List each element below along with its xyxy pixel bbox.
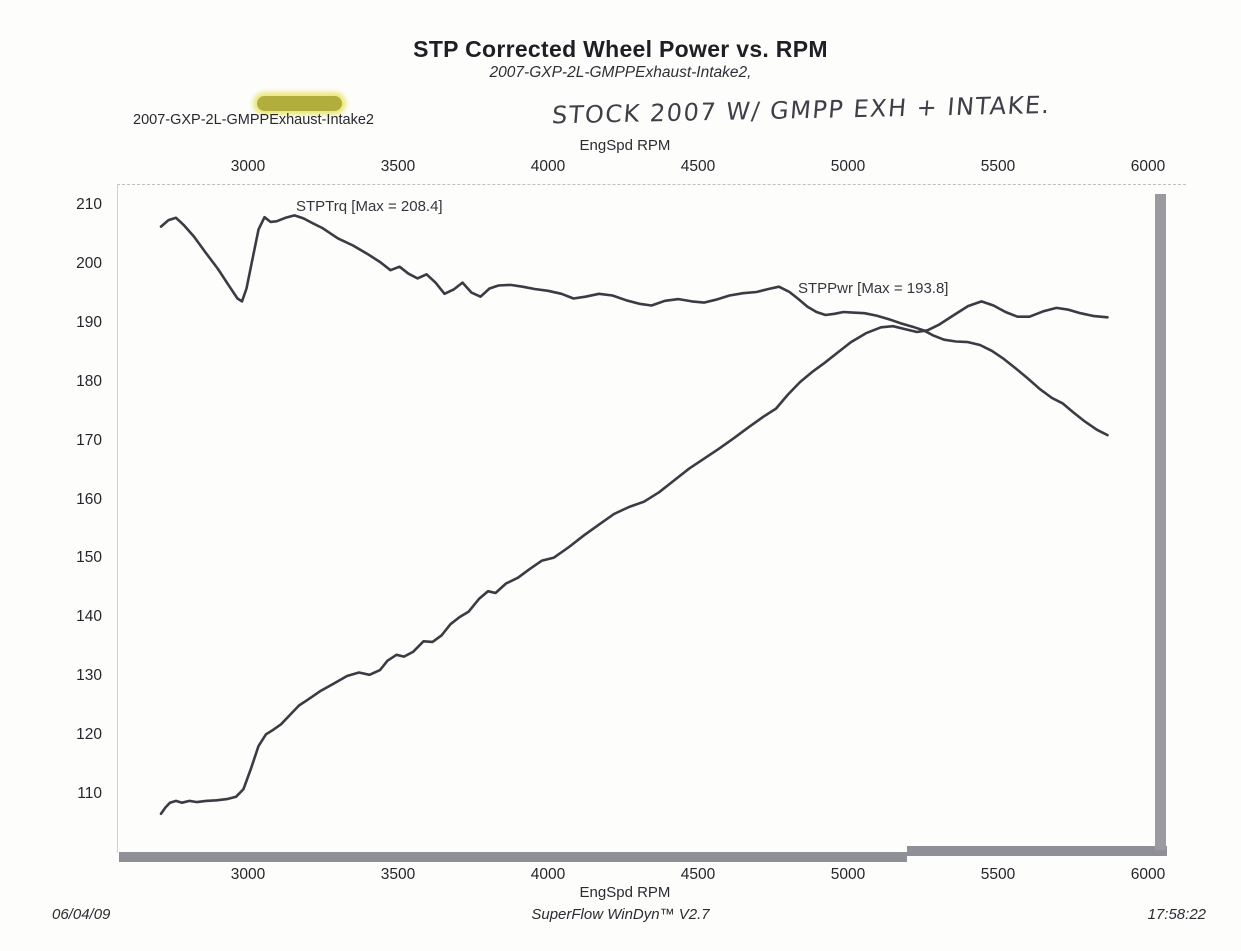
footer-date: 06/04/09 bbox=[52, 906, 111, 923]
plot-frame-left bbox=[117, 184, 118, 853]
y-axis-ticks: 210 200 190 180 170 160 150 140 130 120 110 bbox=[40, 0, 102, 951]
y-tick-label: 130 bbox=[76, 667, 102, 685]
x-tick-label: 5500 bbox=[980, 158, 1016, 175]
STPTrq-curve bbox=[159, 214, 1109, 437]
footer-program-name: SuperFlow WinDyn™ V2.7 bbox=[531, 906, 710, 923]
x-tick-label: 6000 bbox=[1130, 866, 1166, 883]
footer-time: 17:58:22 bbox=[1147, 906, 1206, 923]
page-title: STP Corrected Wheel Power vs. RPM bbox=[413, 36, 828, 62]
x-axis-ticks-bottom: 3000 3500 4000 4500 5000 5500 6000 bbox=[0, 866, 1241, 886]
y-tick-label: 150 bbox=[76, 549, 102, 567]
y-tick-label: 200 bbox=[76, 254, 102, 272]
right-axis-bar bbox=[1155, 194, 1166, 850]
y-tick-label: 140 bbox=[76, 608, 102, 626]
y-tick-label: 210 bbox=[76, 196, 102, 213]
power-curve-label: STPPwr [Max = 193.8] bbox=[798, 280, 949, 297]
x-tick-label: 3500 bbox=[380, 158, 416, 175]
plot-frame-top bbox=[117, 184, 1186, 185]
x-tick-label: 4000 bbox=[530, 866, 566, 883]
x-axis-bar-right-segment bbox=[907, 846, 1167, 856]
y-tick-label: 120 bbox=[76, 726, 102, 744]
x-tick-label: 3000 bbox=[230, 158, 266, 175]
x-axis-title-bottom: EngSpd RPM bbox=[579, 884, 671, 901]
y-tick-label: 110 bbox=[77, 785, 102, 802]
x-tick-label: 4500 bbox=[680, 158, 716, 175]
x-axis-bar bbox=[119, 852, 907, 862]
y-tick-label: 170 bbox=[76, 431, 102, 449]
test-file-label: 2007-GXP-2L-GMPPExhaust-Intake2 bbox=[133, 112, 374, 128]
x-axis-title-top: EngSpd RPM bbox=[579, 137, 671, 154]
page-subtitle: 2007-GXP-2L-GMPPExhaust-Intake2, bbox=[489, 64, 752, 81]
x-tick-label: 5000 bbox=[830, 866, 866, 883]
x-tick-label: 4000 bbox=[530, 158, 566, 175]
x-tick-label: 5000 bbox=[830, 158, 866, 175]
x-tick-label: 5500 bbox=[980, 866, 1016, 883]
STPPwr-curve bbox=[159, 300, 1109, 816]
x-tick-label: 3500 bbox=[380, 866, 416, 883]
y-tick-label: 160 bbox=[76, 490, 102, 508]
y-tick-label: 180 bbox=[76, 372, 102, 390]
x-tick-label: 6000 bbox=[1130, 158, 1166, 175]
x-axis-ticks-top: 3000 3500 4000 4500 5000 5500 6000 bbox=[0, 158, 1241, 178]
y-tick-label: 190 bbox=[76, 313, 102, 331]
x-tick-label: 4500 bbox=[680, 866, 716, 883]
yellow-highlighter-mark bbox=[257, 96, 342, 111]
x-tick-label: 3000 bbox=[230, 866, 266, 883]
torque-curve-label: STPTrq [Max = 208.4] bbox=[296, 198, 443, 215]
